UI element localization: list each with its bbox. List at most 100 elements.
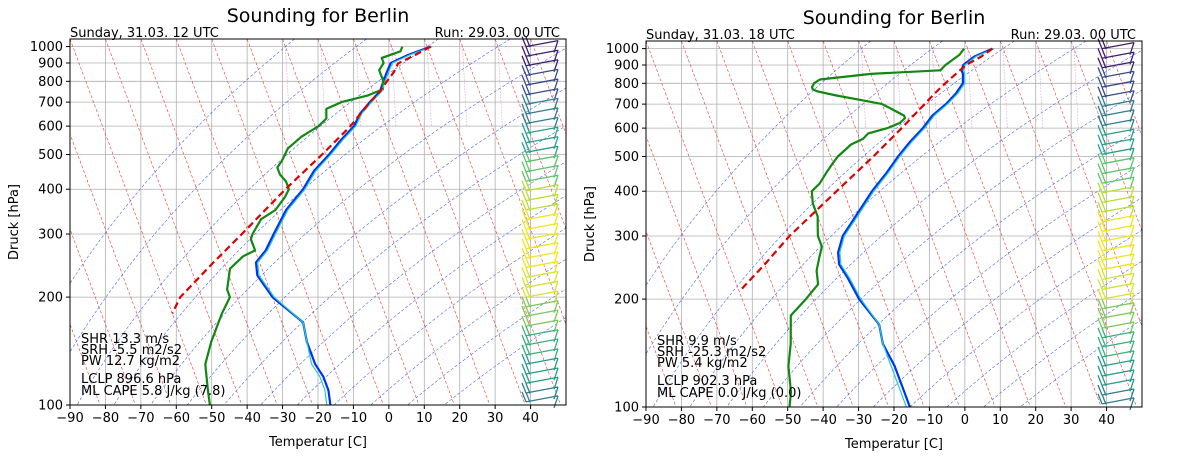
isotherm [1106, 41, 1142, 137]
y-tick-label: 1000 [30, 40, 63, 55]
wind-barb [521, 391, 559, 409]
isotherm [858, 41, 996, 407]
y-tick-label: 200 [614, 293, 639, 308]
dry-adiabat [726, 49, 1142, 407]
isotherm [716, 41, 854, 407]
isotherm [822, 41, 960, 407]
isotherm [893, 41, 1031, 407]
wind-barb [521, 142, 559, 159]
dry-adiabat [186, 87, 566, 405]
dry-adiabat [70, 39, 367, 353]
wind-barb [1097, 259, 1135, 276]
y-tick-label: 600 [614, 122, 639, 137]
dry-adiabat [652, 41, 1015, 407]
wind-barb [521, 334, 559, 352]
x-tick-label: 30 [1063, 413, 1080, 428]
mixing-ratio-line [1002, 48, 1008, 129]
index-annotation: ML CAPE 0.0 J/kg (0.0) [657, 386, 802, 401]
y-tick-label: 900 [38, 56, 63, 71]
wind-barb [521, 247, 559, 265]
x-tick-label: −10 [340, 411, 367, 426]
mixing-ratio-line [285, 46, 290, 127]
y-tick-label: 700 [614, 98, 639, 113]
dry-adiabat [76, 39, 439, 405]
isotherm [494, 39, 566, 231]
dewpoint-line [204, 46, 404, 405]
index-annotation: PW 5.4 kg/m2 [657, 356, 748, 371]
isotherm [176, 39, 313, 405]
dry-adiabat [762, 89, 1142, 407]
valid-time: Sunday, 31.03. 18 UTC [646, 28, 795, 43]
mixing-ratio-line [462, 46, 468, 127]
y-tick-label: 900 [614, 58, 639, 73]
mixing-ratio-line [497, 46, 503, 127]
y-tick-label: 1000 [606, 42, 639, 57]
x-tick-label: 20 [451, 411, 468, 426]
dry-adiabat [799, 127, 1142, 407]
wind-barb [521, 123, 559, 140]
isotherm [433, 41, 569, 407]
wind-barb [521, 267, 559, 284]
y-axis-label: Druck [hPa] [7, 184, 22, 260]
x-tick-label: −30 [845, 413, 872, 428]
mixing-ratio-line [426, 46, 432, 127]
x-tick-label: −70 [127, 411, 154, 426]
dry-adiabat [873, 197, 1142, 407]
mixing-ratio-line [1038, 48, 1044, 129]
isotherm [105, 39, 243, 405]
wind-barb [521, 363, 559, 381]
chart-title: Sounding for Berlin [227, 5, 410, 27]
y-tick-label: 400 [614, 185, 639, 200]
x-tick-label: 40 [522, 411, 539, 426]
x-tick-label: 30 [487, 411, 504, 426]
chart-title: Sounding for Berlin [803, 7, 986, 29]
x-tick-label: −80 [92, 411, 119, 426]
x-tick-label: 10 [992, 413, 1009, 428]
isotherm [317, 39, 455, 405]
x-axis-label: Temperatur [C] [844, 437, 943, 452]
y-tick-label: 500 [614, 150, 639, 165]
x-tick-label: 40 [1098, 413, 1115, 428]
isotherm [681, 41, 819, 407]
wind-barb [521, 180, 559, 197]
x-tick-label: −80 [668, 413, 695, 428]
run-time: Run: 29.03. 00 UTC [435, 26, 560, 41]
x-axis-label: Temperatur [C] [268, 435, 367, 450]
isotherm [353, 39, 491, 405]
wind-barb [521, 132, 559, 150]
dewpoint-line [787, 47, 965, 407]
isotherm [646, 325, 677, 407]
y-tick-label: 600 [38, 120, 63, 135]
virtual-temperature-line [839, 48, 995, 407]
isotherm [787, 41, 925, 407]
x-tick-label: 0 [961, 413, 969, 428]
y-tick-label: 800 [38, 75, 63, 90]
index-annotation: SRH -25.3 m2/s2 [657, 345, 766, 360]
index-annotation: SHR 9.9 m/s [657, 334, 737, 349]
x-tick-label: −40 [233, 411, 260, 426]
y-tick-label: 200 [38, 291, 63, 306]
isotherm [70, 133, 172, 405]
mixing-ratio-line [356, 46, 361, 127]
mixing-ratio-line [391, 46, 397, 127]
x-tick-label: −40 [809, 413, 836, 428]
dry-adiabat [113, 39, 511, 405]
y-tick-label: 100 [614, 401, 639, 416]
isotherm [646, 41, 783, 407]
wind-barb [1097, 86, 1135, 103]
x-tick-label: −70 [703, 413, 730, 428]
wind-barb [521, 103, 559, 121]
dry-adiabat [946, 260, 1142, 407]
sounding-panel-2: −90 −80 −70 −60 −50 −40 −30 −20 −10 0 10 20 30 40 100 2… [433, 7, 1143, 452]
wind-barb [1097, 317, 1135, 335]
index-annotation: ML CAPE 5.8 J/kg (7.8) [81, 384, 226, 399]
isotherm [646, 135, 748, 407]
x-tick-label: −50 [774, 413, 801, 428]
dry-adiabat [689, 41, 1087, 407]
isotherm [424, 39, 561, 405]
dry-adiabat [333, 227, 566, 405]
isotherm [459, 39, 566, 326]
wind-barb [1097, 201, 1135, 219]
index-annotation: SRH -5.5 m2/s2 [81, 343, 182, 358]
wind-barb [521, 94, 559, 111]
